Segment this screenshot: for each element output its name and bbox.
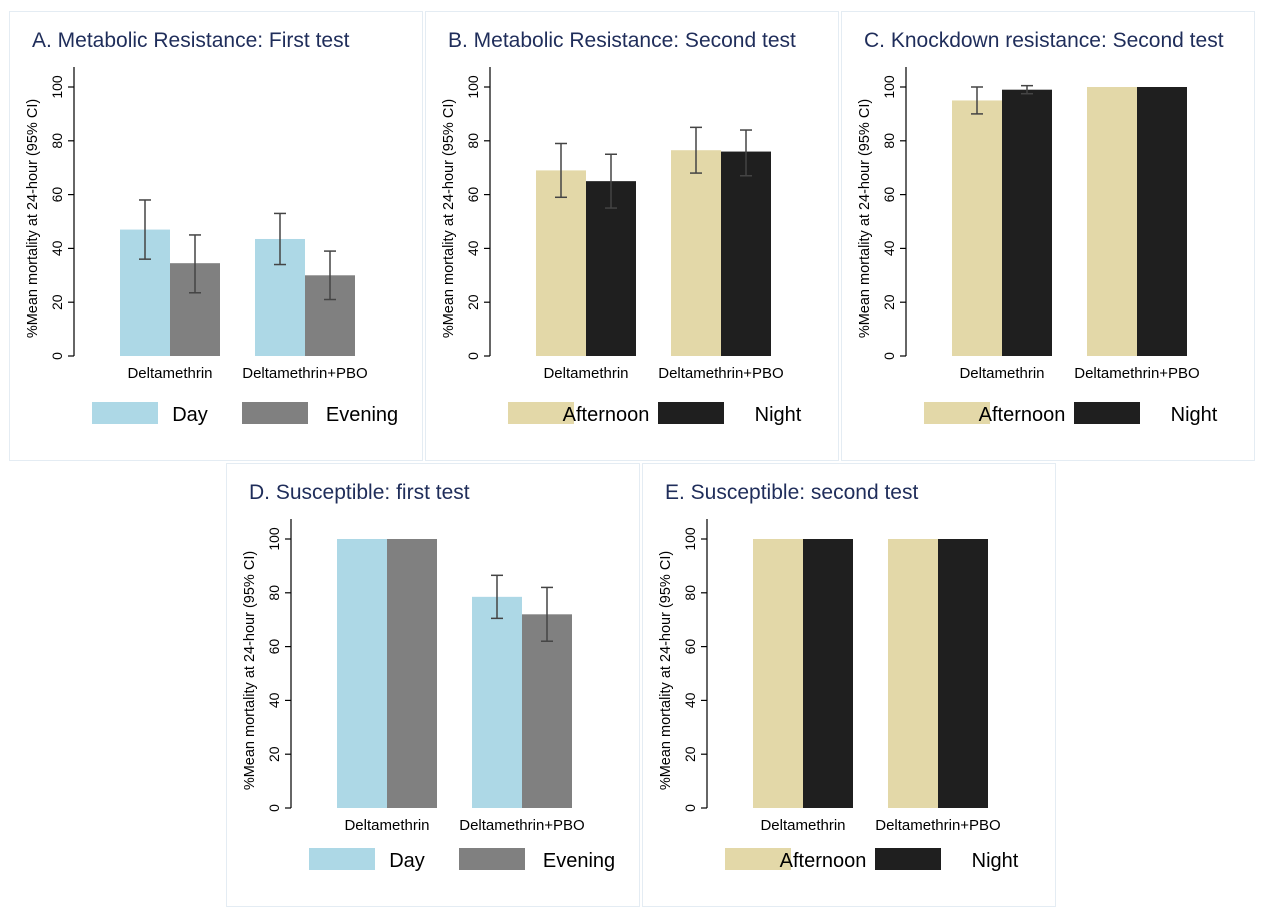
y-tick-label: 40 (682, 692, 698, 708)
y-tick-label: 0 (682, 804, 698, 812)
y-tick-label: 0 (49, 352, 65, 360)
x-category-label: Deltamethrin (344, 817, 429, 834)
y-axis-title: %Mean mortality at 24-hour (95% CI) (857, 99, 873, 338)
legend-label-night: Night (972, 850, 1019, 872)
legend-swatch-day (92, 402, 158, 424)
legend-label-day: Day (172, 404, 208, 426)
panel-a: A. Metabolic Resistance: First test 0 20 40… (9, 11, 423, 461)
legend-swatch-night (1074, 402, 1140, 424)
legend-label-evening: Evening (326, 404, 398, 426)
bar-night-deltamethrin (586, 181, 636, 356)
x-category-label: Deltamethrin+PBO (459, 817, 584, 834)
y-tick-label: 40 (881, 240, 897, 256)
legend-label-night: Night (1171, 404, 1218, 426)
legend-label-night: Night (755, 404, 802, 426)
y-tick-label: 100 (49, 75, 65, 99)
bar-night-deltamethrin-pbo (721, 151, 771, 356)
y-tick-label: 60 (682, 639, 698, 655)
y-tick-label: 60 (266, 639, 282, 655)
y-tick-label: 40 (465, 240, 481, 256)
y-tick-label: 20 (682, 746, 698, 762)
legend-swatch-night (658, 402, 724, 424)
bar-afternoon-deltamethrin-pbo (671, 150, 721, 356)
chart-d-title: D. Susceptible: first test (249, 481, 470, 504)
legend-swatch-evening (459, 848, 525, 870)
y-tick-label: 80 (682, 585, 698, 601)
y-tick-label: 60 (49, 187, 65, 203)
x-category-label: Deltamethrin (760, 817, 845, 834)
legend-label-afternoon: Afternoon (780, 850, 867, 872)
chart-c-svg: C. Knockdown resistance: Second test 0 20 4… (857, 29, 1224, 426)
chart-b-title: B. Metabolic Resistance: Second test (448, 29, 796, 52)
chart-e-svg: E. Susceptible: second test 0 20 40 60 80 100%… (658, 481, 1019, 872)
y-tick-label: 20 (465, 294, 481, 310)
bar-afternoon-deltamethrin-pbo (1087, 87, 1137, 356)
y-axis-title: %Mean mortality at 24-hour (95% CI) (25, 99, 41, 338)
y-tick-label: 100 (266, 527, 282, 551)
bar-afternoon-deltamethrin (753, 539, 803, 808)
y-axis-title: %Mean mortality at 24-hour (95% CI) (242, 551, 258, 790)
legend-label-day: Day (389, 850, 425, 872)
y-tick-label: 100 (881, 75, 897, 99)
y-tick-label: 80 (881, 133, 897, 149)
chart-a-title: A. Metabolic Resistance: First test (32, 29, 350, 52)
y-tick-label: 80 (49, 133, 65, 149)
y-tick-label: 40 (266, 692, 282, 708)
bar-evening-deltamethrin (387, 539, 437, 808)
chart-a-svg: A. Metabolic Resistance: First test 0 20 40… (25, 29, 398, 426)
panel-d: D. Susceptible: first test 0 20 40 60 80 100 %M… (226, 463, 640, 907)
legend-swatch-afternoon (924, 402, 990, 424)
y-tick-label: 80 (266, 585, 282, 601)
legend-label-afternoon: Afternoon (563, 404, 650, 426)
legend-swatch-afternoon (508, 402, 574, 424)
x-category-label: Deltamethrin+PBO (1074, 365, 1199, 382)
panel-b: B. Metabolic Resistance: Second test 0 20 4… (425, 11, 839, 461)
legend-label-evening: Evening (543, 850, 615, 872)
y-tick-label: 100 (465, 75, 481, 99)
bar-day-deltamethrin (337, 539, 387, 808)
bar-afternoon-deltamethrin (536, 170, 586, 356)
y-tick-label: 0 (266, 804, 282, 812)
bar-night-deltamethrin (803, 539, 853, 808)
bar-night-deltamethrin-pbo (1137, 87, 1187, 356)
y-tick-label: 0 (465, 352, 481, 360)
bar-afternoon-deltamethrin-pbo (888, 539, 938, 808)
x-category-label: Deltamethrin (543, 365, 628, 382)
x-category-label: Deltamethrin+PBO (242, 365, 367, 382)
chart-c-title: C. Knockdown resistance: Second test (864, 29, 1224, 52)
x-category-label: Deltamethrin (959, 365, 1044, 382)
y-tick-label: 40 (49, 240, 65, 256)
chart-e-title: E. Susceptible: second test (665, 481, 918, 504)
y-tick-label: 0 (881, 352, 897, 360)
y-tick-label: 20 (266, 746, 282, 762)
y-tick-label: 20 (49, 294, 65, 310)
legend-swatch-evening (242, 402, 308, 424)
bar-night-deltamethrin (1002, 89, 1052, 356)
legend-swatch-day (309, 848, 375, 870)
y-axis-title: %Mean mortality at 24-hour (95% CI) (658, 551, 674, 790)
y-tick-label: 100 (682, 527, 698, 551)
y-tick-label: 60 (465, 187, 481, 203)
x-category-label: Deltamethrin (127, 365, 212, 382)
y-tick-label: 80 (465, 133, 481, 149)
legend-swatch-night (875, 848, 941, 870)
y-axis-title: %Mean mortality at 24-hour (95% CI) (441, 99, 457, 338)
chart-d-svg: D. Susceptible: first test 0 20 40 60 80 100 %M… (242, 481, 615, 872)
chart-b-svg: B. Metabolic Resistance: Second test 0 20 4… (441, 29, 802, 426)
x-category-label: Deltamethrin+PBO (658, 365, 783, 382)
x-category-label: Deltamethrin+PBO (875, 817, 1000, 834)
y-tick-label: 20 (881, 294, 897, 310)
legend-swatch-afternoon (725, 848, 791, 870)
panel-e: E. Susceptible: second test 0 20 40 60 80 100%… (642, 463, 1056, 907)
panel-c: C. Knockdown resistance: Second test 0 20 4… (841, 11, 1255, 461)
bar-day-deltamethrin-pbo (472, 596, 522, 808)
bar-evening-deltamethrin-pbo (522, 614, 572, 808)
bar-afternoon-deltamethrin (952, 100, 1002, 356)
y-tick-label: 60 (881, 187, 897, 203)
bar-night-deltamethrin-pbo (938, 539, 988, 808)
legend-label-afternoon: Afternoon (979, 404, 1066, 426)
